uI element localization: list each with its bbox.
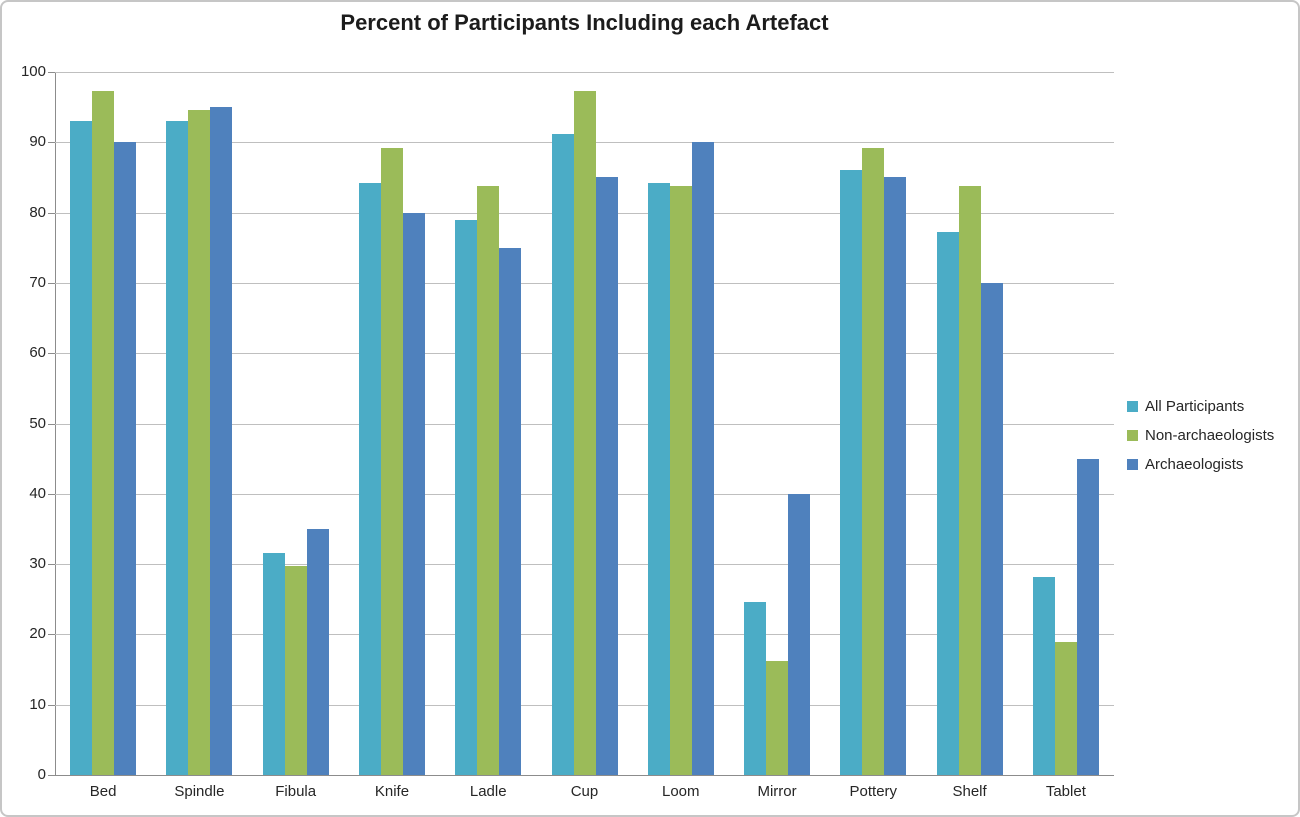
bar-spindle-all-participants [166,121,189,775]
bar-bed-non-archaeologists [92,90,115,775]
plot-area [55,72,1114,776]
y-tick-label-30: 30 [29,555,46,572]
legend-item-archaeologists: Archaeologists [1127,450,1274,479]
x-tick-label-mirror: Mirror [757,783,797,800]
legend-item-all-participants: All Participants [1127,392,1274,421]
bar-pottery-non-archaeologists [862,147,885,775]
x-tick-label-tablet: Tablet [1045,783,1086,800]
bar-fibula-archaeologists [306,528,329,775]
bar-fibula-all-participants [262,552,285,775]
bar-ladle-all-participants [455,220,478,775]
bar-loom-archaeologists [691,142,714,775]
y-tick-label-10: 10 [29,696,46,713]
legend-swatch-icon [1127,459,1138,470]
bar-spindle-archaeologists [210,107,233,775]
y-tick-label-70: 70 [29,274,46,291]
x-axis-line [55,775,1114,776]
y-tick-label-100: 100 [20,63,46,80]
x-tick-label-spindle: Spindle [174,783,225,800]
x-tick-label-pottery: Pottery [849,783,898,800]
x-tick-label-knife: Knife [374,783,410,800]
y-tick-100 [48,72,55,73]
legend-item-non-archaeologists: Non-archaeologists [1127,421,1274,450]
legend-swatch-icon [1127,401,1138,412]
bar-mirror-non-archaeologists [766,661,789,775]
y-tick-80 [48,213,55,214]
bar-shelf-archaeologists [980,282,1003,775]
y-tick-label-80: 80 [29,204,46,221]
bar-pottery-all-participants [840,170,863,775]
y-tick-0 [48,775,55,776]
x-tick-label-fibula: Fibula [275,783,317,800]
y-tick-label-0: 0 [37,766,46,783]
y-tick-label-60: 60 [29,344,46,361]
chart-title: Percent of Participants Including each A… [340,10,829,35]
bar-tablet-all-participants [1032,577,1055,775]
y-tick-label-50: 50 [29,415,46,432]
y-tick-label-20: 20 [29,625,46,642]
y-tick-40 [48,494,55,495]
bar-cup-archaeologists [595,177,618,775]
y-tick-70 [48,283,55,284]
bar-knife-all-participants [358,183,381,775]
x-tick-label-loom: Loom [661,783,700,800]
bar-fibula-non-archaeologists [284,566,307,775]
bar-shelf-non-archaeologists [958,185,981,775]
bar-bed-archaeologists [114,142,137,775]
y-tick-90 [48,142,55,143]
legend-label: All Participants [1145,398,1245,415]
y-tick-label-40: 40 [29,485,46,502]
bar-mirror-archaeologists [788,493,811,775]
y-tick-20 [48,634,55,635]
y-tick-50 [48,424,55,425]
bar-spindle-non-archaeologists [188,109,211,775]
bar-ladle-archaeologists [499,247,522,775]
bar-knife-non-archaeologists [380,147,403,775]
x-tick-label-shelf: Shelf [952,783,987,800]
legend: All Participants Non-archaeologists Archae… [1127,392,1274,479]
legend-label: Archaeologists [1145,456,1244,473]
bar-loom-all-participants [647,183,670,775]
bar-mirror-all-participants [744,602,767,775]
y-tick-label-90: 90 [29,133,46,150]
bar-tablet-archaeologists [1076,458,1099,775]
legend-label: Non-archaeologists [1145,427,1275,444]
bar-bed-all-participants [70,121,93,775]
bar-loom-non-archaeologists [669,185,692,775]
legend-swatch-icon [1127,430,1138,441]
y-tick-30 [48,564,55,565]
x-tick-label-bed: Bed [89,783,117,800]
bar-tablet-non-archaeologists [1054,642,1077,775]
bar-cup-non-archaeologists [573,90,596,775]
gridline-100 [55,72,1114,73]
y-tick-60 [48,353,55,354]
bar-cup-all-participants [551,133,574,775]
bar-shelf-all-participants [936,232,959,775]
bar-ladle-non-archaeologists [477,185,500,775]
y-tick-10 [48,705,55,706]
x-tick-label-ladle: Ladle [469,783,507,800]
x-tick-label-cup: Cup [570,783,599,800]
bar-knife-archaeologists [402,212,425,775]
bar-pottery-archaeologists [884,177,907,775]
